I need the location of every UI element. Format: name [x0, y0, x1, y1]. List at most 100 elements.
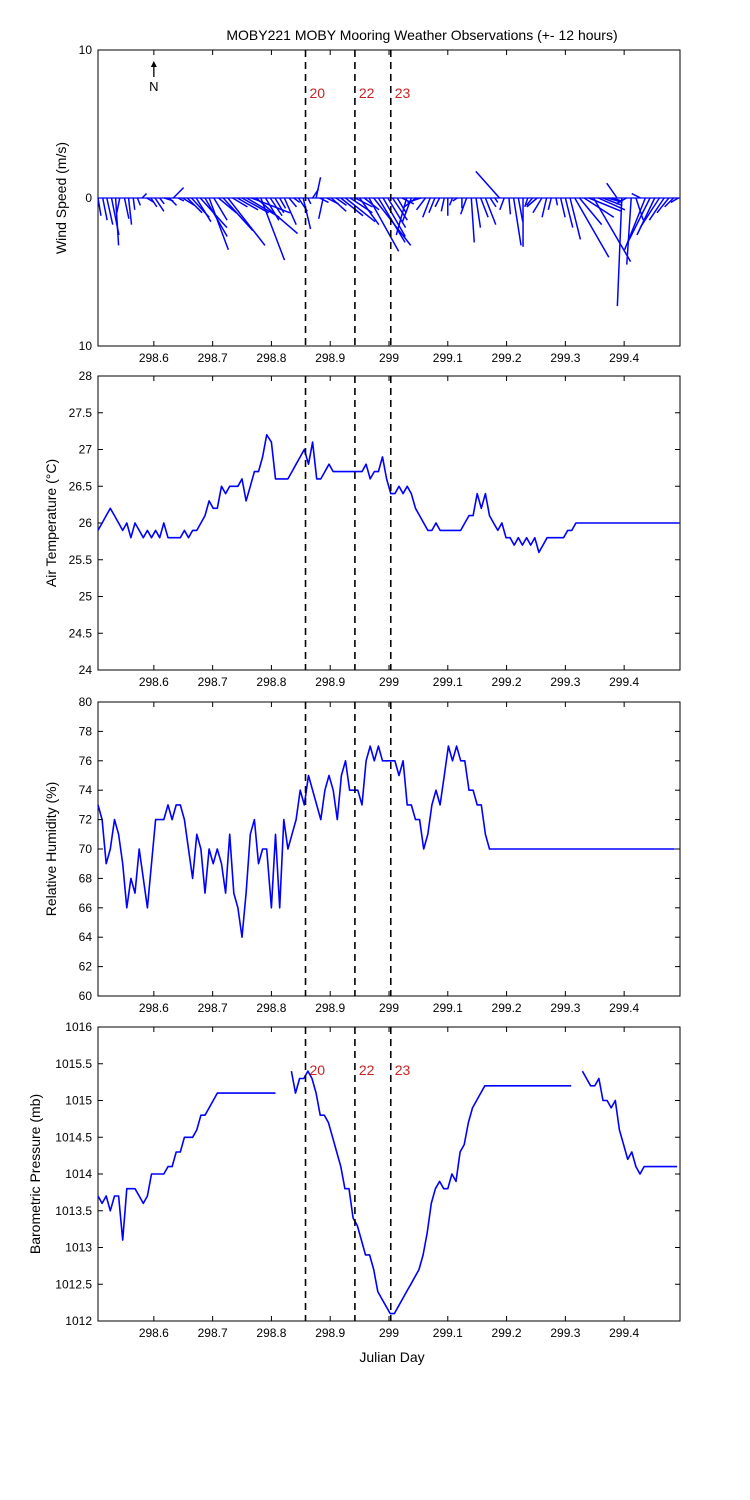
wind-vector [186, 197, 203, 214]
x-tick-label: 299.2 [492, 1326, 522, 1340]
y-tick-label: 27.5 [69, 406, 93, 420]
wind-vector [97, 197, 102, 216]
x-tick-label: 299.3 [550, 1326, 580, 1340]
x-tick-label: 298.9 [315, 351, 345, 365]
y-tick-label: 1013 [65, 1241, 92, 1255]
figure-title: MOBY221 MOBY Mooring Weather Observation… [226, 27, 617, 43]
wind-vector [354, 197, 373, 208]
panel-3: 298.6 298.7 298.8 298.9 299 299.1 299.2 299.3 29… [43, 695, 681, 1015]
x-tick-label: 298.8 [256, 1326, 286, 1340]
wind-vector [395, 197, 408, 236]
x-tick-label: 298.6 [139, 1326, 169, 1340]
wind-vector [475, 170, 501, 199]
wind-vector [358, 197, 380, 226]
wind-vector [636, 197, 656, 236]
wind-vector [132, 197, 136, 210]
wind-vector [569, 197, 582, 240]
x-tick-label: 298.6 [139, 1001, 169, 1015]
x-tick-label: 299.1 [433, 675, 463, 689]
x-tick-label: 298.7 [198, 1001, 228, 1015]
data-series-line [97, 434, 679, 554]
wind-vector [279, 197, 287, 209]
y-tick-label: 1014 [65, 1167, 92, 1181]
wind-vector [606, 182, 618, 199]
y-tick-label: 27 [79, 443, 93, 457]
wind-vector [177, 197, 185, 202]
y-tick-label: 64 [79, 930, 93, 944]
wind-vector [597, 197, 626, 211]
wind-vector [236, 197, 259, 211]
wind-vector [269, 197, 283, 217]
wind-vector [422, 197, 431, 218]
wind-vector [517, 197, 524, 222]
data-series-line [581, 1070, 678, 1175]
wind-vector [415, 197, 427, 211]
data-series-line [290, 1070, 572, 1315]
y-tick-label: 1015 [65, 1094, 92, 1108]
wind-vector [260, 197, 286, 261]
wind-vector [307, 197, 312, 205]
y-tick-label: 62 [79, 960, 93, 974]
wind-vector [136, 197, 142, 206]
y-tick-label: 80 [79, 695, 93, 709]
wind-vector [627, 197, 651, 243]
wind-vector [512, 197, 522, 246]
wind-vector [612, 197, 622, 202]
wind-vector [241, 197, 270, 214]
wind-vector [508, 197, 512, 215]
wind-vector [340, 197, 364, 217]
y-tick-label: 28 [79, 369, 93, 383]
x-tick-label: 298.7 [198, 675, 228, 689]
y-tick-label: 26 [79, 516, 93, 530]
wind-vector [499, 197, 505, 211]
y-tick-label: 66 [79, 901, 93, 915]
wind-vector [578, 197, 603, 226]
panel-1: 298.6 298.7 298.8 298.9 299 299.1 299.2 299.3 29… [53, 43, 681, 365]
wind-vector [127, 197, 133, 225]
wind-vector [150, 197, 158, 208]
x-tick-label: 298.8 [256, 675, 286, 689]
wind-vector [484, 197, 497, 225]
wind-vector [264, 197, 280, 221]
wind-vector [387, 197, 407, 228]
y-tick-label: 1015.5 [55, 1057, 92, 1071]
wind-vector [274, 197, 285, 214]
wind-vector [541, 197, 548, 218]
x-tick-label: 298.8 [256, 351, 286, 365]
x-tick-label: 299.1 [433, 351, 463, 365]
wind-vector [526, 197, 538, 208]
wind-vector [564, 197, 574, 228]
y-tick-label: 68 [79, 871, 93, 885]
y-axis-label: Barometric Pressure (mb) [27, 1094, 43, 1254]
wind-vector [670, 197, 679, 204]
plot-area [97, 1026, 681, 1322]
wind-vector [470, 197, 476, 243]
wind-vector [302, 197, 312, 230]
wind-vector [288, 197, 298, 208]
x-tick-label: 299.4 [609, 351, 639, 365]
wind-vector [401, 197, 415, 205]
y-tick-label: 10 [79, 339, 93, 353]
x-tick-label: 299.2 [492, 1001, 522, 1015]
event-marker-label: 20 [310, 85, 326, 101]
wind-vector [168, 197, 178, 206]
wind-vector [559, 197, 566, 218]
y-tick-label: 72 [79, 813, 93, 827]
y-axis-label: Relative Humidity (%) [43, 782, 59, 917]
wind-vector [330, 197, 347, 212]
y-tick-label: 24 [79, 663, 93, 677]
event-marker-label: 22 [359, 1062, 375, 1078]
wind-vector [616, 197, 623, 307]
wind-vector [602, 197, 623, 207]
panel-4: 298.6 298.7 298.8 298.9 299 299.1 299.2 299.3 29… [27, 1020, 681, 1340]
x-tick-label: 298.6 [139, 351, 169, 365]
y-tick-label: 1016 [65, 1020, 92, 1034]
x-tick-label: 299.1 [433, 1326, 463, 1340]
wind-vector [114, 197, 120, 246]
x-tick-label: 299.2 [492, 675, 522, 689]
wind-vector [440, 197, 445, 212]
x-tick-label: 299.3 [550, 675, 580, 689]
wind-vector [592, 197, 632, 263]
wind-vector [293, 197, 301, 204]
